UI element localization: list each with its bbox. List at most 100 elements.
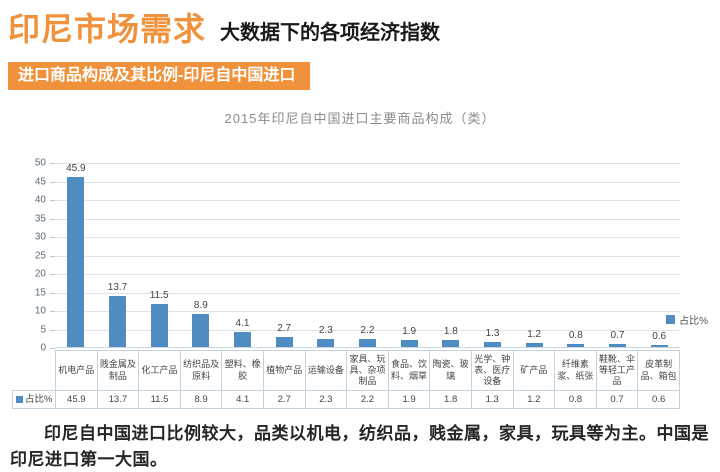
bar-value-label: 0.7 (610, 330, 625, 342)
bar (317, 338, 335, 347)
bar (442, 340, 460, 347)
bar (359, 338, 376, 347)
table-category-cell: 运输设备 (304, 350, 348, 391)
summary-text: 印尼自中国进口比例较大，品类以机电，纺织品，贱金属，家具，玩具等为主。中国是印尼… (10, 424, 709, 469)
y-tick-label: 15 (34, 287, 46, 298)
y-tick-mark (50, 255, 55, 257)
y-tick-mark (50, 200, 55, 201)
table-value-cell: 13.7 (96, 390, 140, 409)
data-table: 机电产品 贱金属及制品 化工产品 纺织品及原料 塑料、橡胶 植物产品 运输设备 家具、玩具、杂… (12, 350, 680, 409)
table-value-cell: 0.7 (595, 390, 639, 409)
table-value-cell: 8.9 (179, 390, 223, 409)
section-banner: 进口商品构成及其比例-印尼自中国进口 (8, 62, 310, 90)
table-category-row: 机电产品 贱金属及制品 化工产品 纺织品及原料 塑料、橡胶 植物产品 运输设备 家具、玩具、杂… (13, 350, 680, 391)
bar (567, 344, 585, 347)
table-category-cell: 化工产品 (138, 350, 181, 391)
y-tick-label: 0 (40, 342, 46, 354)
bar-value-label: 1.8 (443, 326, 458, 338)
bar (67, 177, 85, 347)
y-tick-label: 45 (34, 176, 46, 187)
table-category-cell: 食品、饮料、烟草 (387, 350, 431, 391)
bar (609, 344, 626, 347)
page-title: 印尼市场需求 (8, 11, 207, 47)
table-value-cell: 45.9 (55, 390, 98, 409)
bar (150, 304, 168, 347)
y-tick-mark (50, 237, 55, 238)
bar (192, 314, 210, 347)
bar-value-label: 0.8 (568, 330, 583, 342)
table-category-cell: 家具、玩具、杂项制品 (346, 350, 389, 391)
chart-legend: 占比% (666, 312, 708, 327)
grid-line (55, 163, 680, 164)
grid-line (55, 255, 680, 257)
y-tick-label: 10 (34, 305, 46, 317)
table-value-cell: 0.6 (637, 390, 680, 409)
bar-chart-plot: 占比% 0 5 10 15 20 25 30 35 40 45 50 45.9 13.7 11.5 8.9 4… (35, 158, 708, 354)
grid-line (55, 237, 680, 238)
grid-line (55, 292, 680, 294)
grid-line (55, 329, 680, 331)
y-tick-mark (50, 274, 55, 275)
table-corner-cell (13, 351, 56, 391)
bar-value-label: 2.7 (277, 323, 292, 335)
y-tick-mark (50, 218, 55, 220)
table-value-cell: 2.2 (346, 390, 389, 409)
data-table-body: 机电产品 贱金属及制品 化工产品 纺织品及原料 塑料、橡胶 植物产品 运输设备 家具、玩具、杂… (12, 350, 680, 409)
bar-value-label: 2.2 (360, 324, 375, 336)
y-tick-mark (50, 163, 55, 164)
table-value-cell: 1.3 (470, 390, 514, 409)
grid-line (55, 200, 680, 201)
table-category-cell: 陶瓷、玻璃 (429, 350, 472, 391)
page-subtitle: 大数据下的各项经济指数 (220, 22, 441, 44)
table-value-cell: 0.8 (554, 390, 597, 409)
bar (234, 331, 251, 347)
bar-value-label: 45.9 (66, 163, 86, 175)
table-category-cell: 鞋靴、伞等轻工产品 (595, 350, 639, 391)
chart-title: 2015年印尼自中国进口主要商品构成（类） (224, 111, 496, 126)
table-category-cell: 矿产品 (512, 350, 556, 391)
table-category-cell: 塑料、橡胶 (221, 350, 264, 391)
series-swatch (16, 395, 23, 403)
table-category-cell: 皮革制品、箱包 (637, 350, 680, 391)
table-category-cell: 纤维素浆、纸张 (554, 350, 597, 391)
bar-value-label: 13.7 (107, 282, 128, 294)
grid-line (55, 218, 680, 220)
grid-line (55, 181, 680, 183)
table-value-cell: 4.1 (221, 390, 264, 409)
table-row-label: 占比% (12, 390, 56, 409)
y-tick-mark (50, 181, 55, 183)
table-category-cell: 纺织品及原料 (179, 350, 223, 391)
bar (525, 342, 543, 347)
legend-swatch (666, 315, 676, 324)
page-header: 印尼市场需求 大数据下的各项经济指数 (0, 0, 720, 48)
table-value-cell: 11.5 (138, 390, 181, 409)
y-tick-label: 20 (34, 268, 46, 280)
table-value-cell: 1.9 (387, 390, 431, 409)
bar-value-label: 11.5 (149, 290, 169, 302)
grid-line (55, 311, 680, 312)
table-category-cell: 贱金属及制品 (96, 350, 140, 391)
legend-label: 占比% (679, 316, 708, 327)
bar-value-label: 1.3 (485, 328, 500, 340)
table-category-cell: 机电产品 (55, 350, 98, 391)
table-value-cell: 1.2 (512, 390, 556, 409)
bar-chart: 占比% 0 5 10 15 20 25 30 35 40 45 50 45.9 13.7 11.5 8.9 4… (35, 158, 708, 354)
bar (484, 342, 501, 347)
bar-value-label: 4.1 (235, 317, 250, 329)
y-tick-mark (50, 311, 55, 312)
bar-value-label: 1.2 (527, 328, 542, 340)
y-tick-label: 5 (40, 324, 46, 335)
y-tick-label: 35 (34, 213, 46, 224)
grid-line (55, 274, 680, 275)
table-category-cell: 光学、钟表、医疗设备 (470, 350, 514, 391)
bar (275, 337, 293, 347)
bar (400, 339, 418, 347)
y-tick-label: 25 (34, 250, 46, 261)
y-tick-mark (50, 292, 55, 294)
y-tick-label: 30 (34, 231, 46, 243)
y-tick-mark (50, 329, 55, 331)
table-value-row: 占比% 45.9 13.7 11.5 8.9 4.1 2.7 2.3 2.2 1.9 1.8 1.3 1… (12, 390, 680, 409)
y-tick-label: 40 (34, 194, 46, 206)
bar-value-label: 2.3 (318, 324, 333, 336)
bar-value-label: 1.9 (402, 325, 417, 337)
